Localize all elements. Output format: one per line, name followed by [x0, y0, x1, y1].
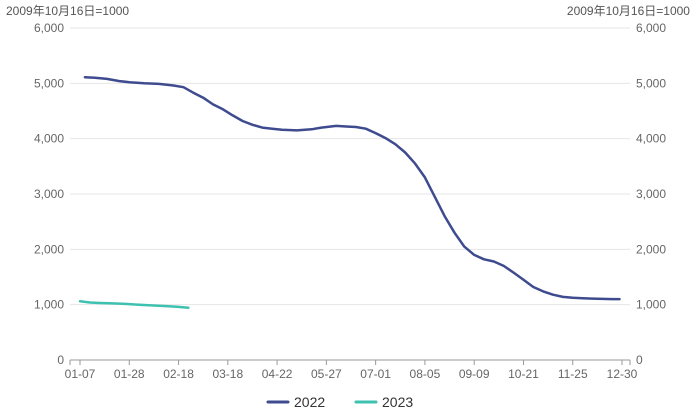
y-tick-label-left: 6,000 [34, 21, 64, 35]
x-tick-label: 03-18 [212, 367, 243, 381]
y-tick-label-right: 4,000 [636, 132, 666, 146]
y-tick-label-left: 2,000 [34, 242, 64, 256]
series-layer [78, 75, 621, 309]
axis-layer: 2009年10月16日=1000 2009年10月16日=1000 0 0 1,00… [6, 4, 690, 381]
y-tick-label-right: 3,000 [636, 187, 666, 201]
x-tick-label: 07-01 [360, 367, 391, 381]
x-tick-label: 11-25 [558, 367, 588, 381]
series-line-2023 [78, 300, 190, 309]
x-tick-label: 12-30 [607, 367, 638, 381]
x-tick-label: 09-09 [459, 367, 490, 381]
x-tick-label: 05-27 [311, 367, 342, 381]
grid-layer [70, 27, 630, 306]
x-tick-label: 08-05 [410, 367, 441, 381]
y-tick-label-left: 3,000 [34, 187, 64, 201]
y-tick-label-left: 1,000 [34, 298, 64, 312]
series-line-2022 [83, 75, 621, 301]
x-tick-label: 02-18 [163, 367, 194, 381]
legend: 2022 2023 [266, 394, 413, 410]
x-tick-label: 04-22 [262, 367, 293, 381]
x-tick-label: 01-07 [65, 367, 96, 381]
y-tick-label-left: 5,000 [34, 76, 64, 90]
legend-label-2022: 2022 [294, 394, 325, 410]
legend-label-2023: 2023 [382, 394, 413, 410]
y-tick-label-right: 0 [636, 353, 643, 367]
y-tick-label-right: 6,000 [636, 21, 666, 35]
x-tick-label: 01-28 [114, 367, 145, 381]
y-tick-label-right: 2,000 [636, 242, 666, 256]
y-tick-label-right: 5,000 [636, 76, 666, 90]
left-unit-note: 2009年10月16日=1000 [6, 4, 129, 18]
right-unit-note: 2009年10月16日=1000 [567, 4, 690, 18]
y-tick-label-right: 1,000 [636, 298, 666, 312]
x-tick-label: 10-21 [508, 367, 539, 381]
y-tick-label-left: 4,000 [34, 132, 64, 146]
y-tick-label-left: 0 [57, 353, 64, 367]
